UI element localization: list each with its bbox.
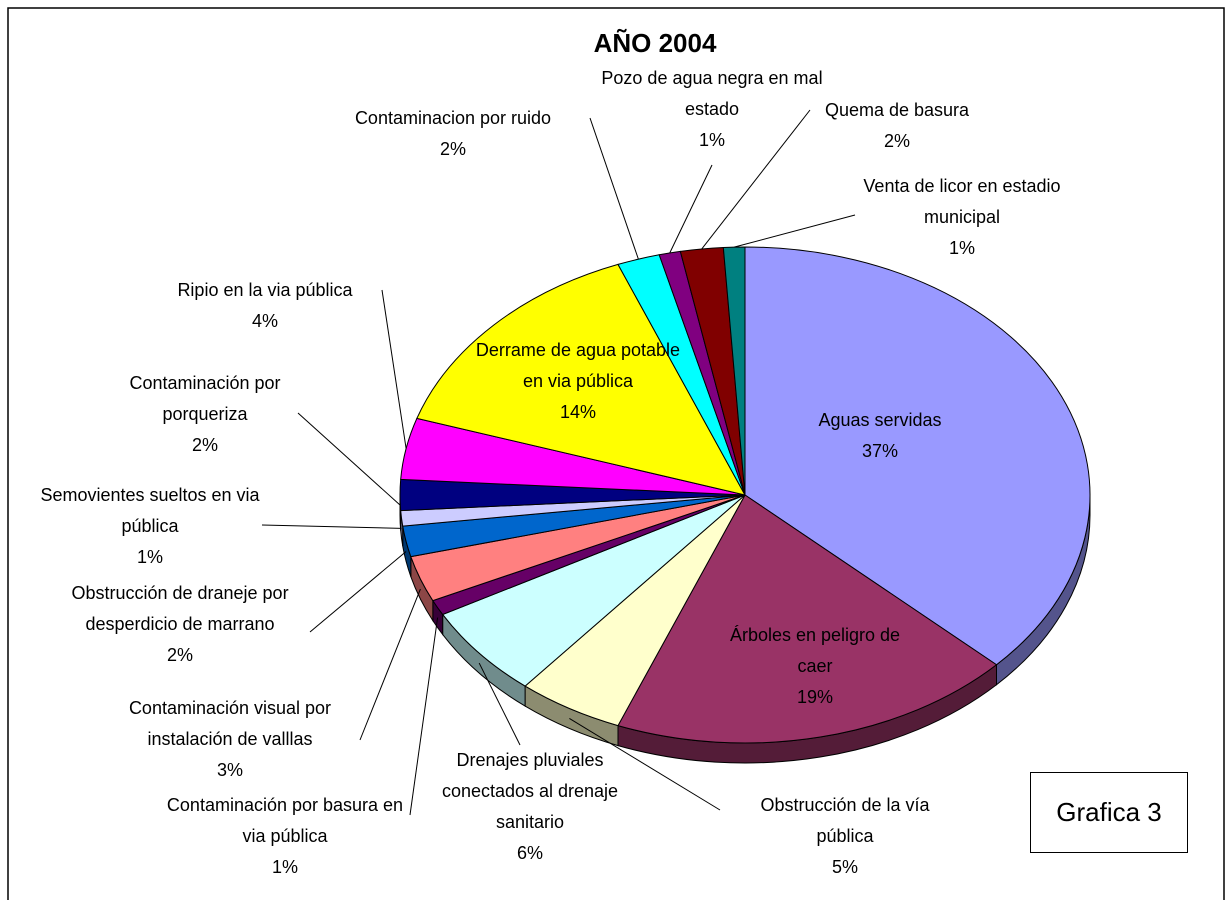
value-label: 1%: [136, 547, 163, 567]
slice-label: Semovientes sueltos en via pública 1%: [25, 480, 275, 573]
value-label: 1%: [271, 857, 298, 877]
chart-border: [7, 7, 1225, 900]
slice-label: Pozo de agua negra en mal estado 1%: [592, 63, 832, 156]
value-label: 2%: [166, 645, 193, 665]
slice: [744, 246, 1091, 666]
annotation: Grafica 3: [1030, 772, 1188, 853]
category-label: Drenajes pluviales conectados al drenaje…: [441, 750, 619, 832]
leader-line: [309, 551, 407, 633]
category-label: Quema de basura: [824, 100, 970, 120]
leader-line: [669, 164, 713, 254]
value-label: 6%: [516, 843, 543, 863]
value-label: 2%: [439, 139, 466, 159]
category-label: Pozo de agua negra en mal estado: [601, 68, 823, 119]
value-label: 19%: [796, 687, 834, 707]
category-label: Contaminacion por ruido: [354, 108, 552, 128]
slice: [416, 263, 746, 496]
category-label: Contaminación visual por instalación de …: [128, 698, 332, 749]
slice-label: Venta de licor en estadio municipal 1%: [852, 171, 1072, 264]
slice-label: Contaminación por basura en via pública 1…: [155, 790, 415, 883]
chart-title: AÑO 2004: [593, 28, 717, 58]
value-label: 5%: [831, 857, 858, 877]
leader-line: [734, 214, 856, 248]
value-label: 1%: [948, 238, 975, 258]
leader-line: [381, 289, 407, 449]
slice-label: Contaminacion por ruido 2%: [323, 103, 583, 165]
slice: [441, 494, 746, 687]
category-label: Obstrucción de la vía pública: [760, 795, 930, 846]
category-label: Árboles en peligro de caer: [729, 625, 901, 676]
leader-line: [569, 718, 721, 811]
value-label: 3%: [216, 760, 243, 780]
slice-label: Obstrucción de draneje por desperdicio d…: [55, 578, 305, 671]
leader-line: [359, 588, 421, 741]
slice-label: Árboles en peligro de caer 19%: [715, 620, 915, 713]
category-label: Contaminación por basura en via pública: [166, 795, 404, 846]
leader-line: [261, 524, 402, 529]
value-label: 2%: [191, 435, 218, 455]
category-label: Contaminación por porqueriza: [129, 373, 281, 424]
category-label: Aguas servidas: [818, 410, 942, 430]
category-label: Semovientes sueltos en via pública: [40, 485, 260, 536]
category-label: Obstrucción de draneje por desperdicio d…: [71, 583, 289, 634]
category-label: Ripio en la via pública: [177, 280, 353, 300]
value-label: 1%: [698, 130, 725, 150]
slice-label: Quema de basura 2%: [797, 95, 997, 157]
slice-label: Aguas servidas 37%: [780, 405, 980, 467]
leader-line: [478, 662, 521, 746]
slice: [722, 246, 746, 496]
slice-label: Contaminación visual por instalación de …: [100, 693, 360, 786]
slice-label: Derrame de agua potable en via pública 14…: [468, 335, 688, 428]
slice-label: Contaminación por porqueriza 2%: [90, 368, 320, 461]
value-label: 4%: [251, 311, 278, 331]
leader-line: [297, 412, 401, 506]
category-label: Venta de licor en estadio municipal: [863, 176, 1061, 227]
slice: [617, 494, 998, 744]
category-label: Derrame de agua potable en via pública: [475, 340, 681, 391]
leader-line: [701, 109, 811, 250]
slice-label: Ripio en la via pública 4%: [140, 275, 390, 337]
value-label: 14%: [559, 402, 597, 422]
slice-label: Drenajes pluviales conectados al drenaje…: [415, 745, 645, 869]
leader-line: [589, 117, 639, 260]
slice-label: Obstrucción de la vía pública 5%: [735, 790, 955, 883]
value-label: 2%: [883, 131, 910, 151]
value-label: 37%: [861, 441, 899, 461]
leader-line: [409, 617, 439, 816]
